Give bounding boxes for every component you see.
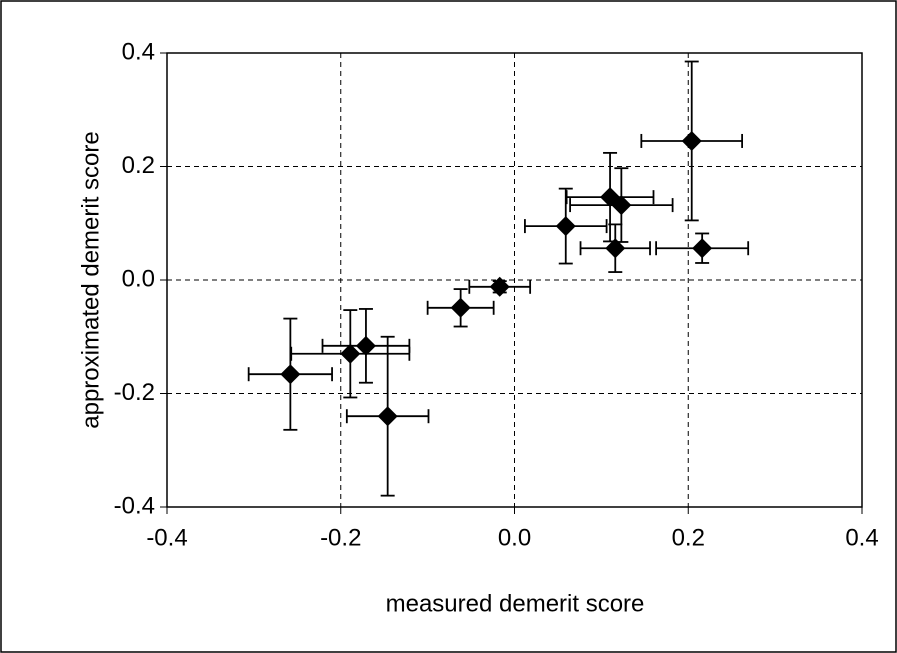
x-tick-label: 0.0: [498, 524, 531, 551]
point: [377, 406, 398, 427]
y-tick-label: -0.2: [114, 379, 155, 406]
y-tick-label: 0.2: [122, 152, 155, 179]
point: [280, 364, 301, 385]
point: [340, 343, 361, 364]
x-tick-label: 0.2: [672, 524, 705, 551]
point: [681, 130, 702, 151]
point: [611, 195, 632, 216]
point: [450, 297, 471, 318]
y-tick-label: 0.4: [122, 38, 155, 65]
y-tick-label: -0.4: [114, 492, 155, 519]
point: [692, 238, 713, 259]
point: [355, 335, 376, 356]
x-tick-label: -0.4: [146, 524, 187, 551]
point: [489, 276, 510, 297]
y-axis-label: approximated demerit score: [77, 131, 104, 428]
y-tick-label: 0.0: [122, 265, 155, 292]
x-axis-label: measured demerit score: [386, 590, 645, 617]
point: [605, 238, 626, 259]
x-tick-label: -0.2: [320, 524, 361, 551]
x-tick-label: 0.4: [845, 524, 878, 551]
plot-area: [166, 52, 863, 508]
point: [555, 216, 576, 237]
